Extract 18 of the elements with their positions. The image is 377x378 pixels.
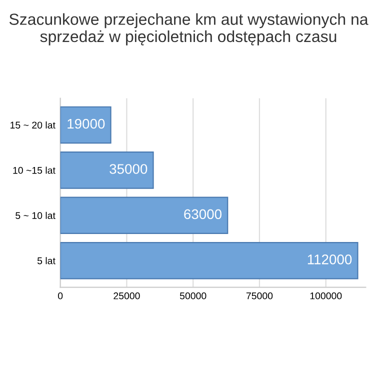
- bar: [60, 106, 112, 144]
- x-tick-label: 50000: [180, 292, 206, 300]
- y-tick-label: 10 ~15 lat: [13, 166, 56, 174]
- x-tick-label: 100000: [310, 292, 342, 300]
- y-tick-label: 15 ~ 20 lat: [10, 121, 56, 129]
- data-label: 112000: [308, 254, 352, 264]
- x-tick-label: 0: [58, 292, 63, 300]
- bar: [60, 242, 358, 280]
- x-tick-label: 25000: [114, 292, 140, 300]
- data-label: 63000: [184, 209, 222, 220]
- data-label: 19000: [68, 118, 105, 129]
- bar: [60, 196, 228, 234]
- data-label: 35000: [110, 164, 148, 174]
- bar: [60, 152, 154, 189]
- y-tick-label: 5 ~ 10 lat: [16, 212, 56, 220]
- x-tick-label: 75000: [246, 292, 273, 300]
- chart-title: Szacunkowe przejechane km aut wystawionych na sprzedaż w pięcioletnich odstępach czasu: [9, 13, 368, 46]
- y-tick-label: 5 lat: [37, 257, 56, 264]
